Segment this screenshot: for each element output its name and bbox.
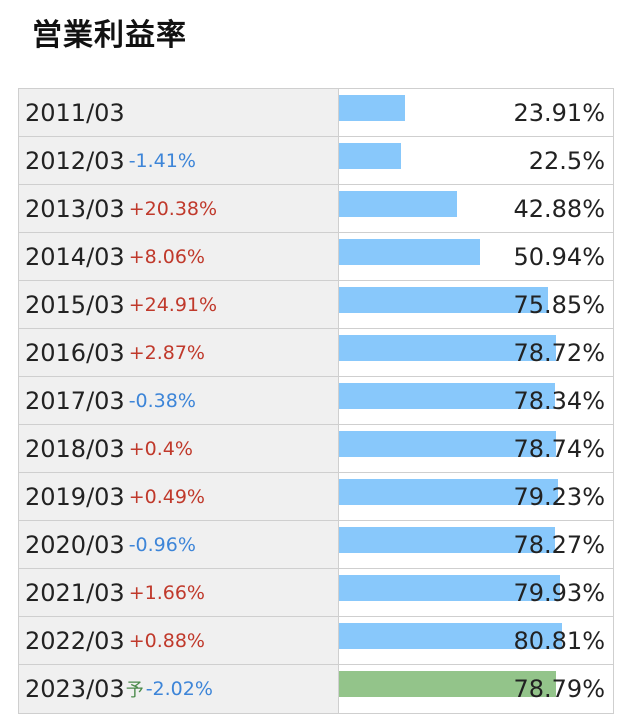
fiscal-year-label: 2022/03 <box>25 626 125 655</box>
row-label-cell: 2013/03 +20.38% <box>19 185 339 232</box>
table-row: 2021/03 +1.66% 79.93% <box>19 569 613 617</box>
row-label-cell: 2014/03 +8.06% <box>19 233 339 280</box>
table-row: 2017/03 -0.38% 78.34% <box>19 377 613 425</box>
table-row: 2013/03 +20.38% 42.88% <box>19 185 613 233</box>
bar <box>339 95 405 121</box>
row-label-cell: 2016/03 +2.87% <box>19 329 339 376</box>
bar <box>339 335 556 361</box>
table-row: 2011/03 23.91% <box>19 89 613 137</box>
change-label: +0.49% <box>128 485 205 508</box>
change-label: -0.38% <box>128 389 196 412</box>
value-label: 78.74% <box>513 434 605 463</box>
bar-cell: 42.88% <box>339 185 613 232</box>
value-label: 79.93% <box>513 578 605 607</box>
table-row: 2012/03 -1.41% 22.5% <box>19 137 613 185</box>
fiscal-year-label: 2015/03 <box>25 290 125 319</box>
change-label: -1.41% <box>128 149 196 172</box>
value-label: 50.94% <box>513 242 605 271</box>
chart-title: 営業利益率 <box>32 18 187 53</box>
fiscal-year-label: 2021/03 <box>25 578 125 607</box>
row-label-cell: 2021/03 +1.66% <box>19 569 339 616</box>
change-label: +20.38% <box>128 197 218 220</box>
bar-cell: 78.72% <box>339 329 613 376</box>
change-label: +8.06% <box>128 245 205 268</box>
bar <box>339 623 562 649</box>
value-label: 78.79% <box>513 675 605 703</box>
fiscal-year-label: 2013/03 <box>25 194 125 223</box>
bar <box>339 527 555 553</box>
bar <box>339 383 555 409</box>
bar <box>339 671 556 697</box>
bar-cell: 78.27% <box>339 521 613 568</box>
row-label-cell: 2020/03 -0.96% <box>19 521 339 568</box>
bar-cell: 78.34% <box>339 377 613 424</box>
value-label: 79.23% <box>513 482 605 511</box>
bar <box>339 431 556 457</box>
value-label: 42.88% <box>513 194 605 223</box>
table-row: 2016/03 +2.87% 78.72% <box>19 329 613 377</box>
bar-cell: 78.74% <box>339 425 613 472</box>
change-label: +0.88% <box>128 629 205 652</box>
fiscal-year-label: 2018/03 <box>25 434 125 463</box>
row-label-cell: 2018/03 +0.4% <box>19 425 339 472</box>
fiscal-year-label: 2016/03 <box>25 338 125 367</box>
table-row: 2022/03 +0.88% 80.81% <box>19 617 613 665</box>
bar <box>339 287 548 313</box>
value-label: 78.72% <box>513 338 605 367</box>
value-label: 75.85% <box>513 290 605 319</box>
change-label: +2.87% <box>128 341 205 364</box>
bar <box>339 239 480 265</box>
bar <box>339 575 560 601</box>
bar <box>339 479 558 505</box>
bar <box>339 191 457 217</box>
value-label: 22.5% <box>528 146 605 175</box>
table-row: 2020/03 -0.96% 78.27% <box>19 521 613 569</box>
fiscal-year-label: 2014/03 <box>25 242 125 271</box>
change-label: -2.02% <box>145 678 213 700</box>
bar-cell: 78.79% <box>339 665 613 713</box>
bar-cell: 79.23% <box>339 473 613 520</box>
change-label: +0.4% <box>128 437 193 460</box>
value-label: 23.91% <box>513 98 605 127</box>
change-label: +1.66% <box>128 581 205 604</box>
fiscal-year-label: 2011/03 <box>25 98 125 127</box>
table-row: 2023/03 予 -2.02% 78.79% <box>19 665 613 713</box>
value-label: 78.34% <box>513 386 605 415</box>
row-label-cell: 2019/03 +0.49% <box>19 473 339 520</box>
value-label: 78.27% <box>513 530 605 559</box>
table-row: 2014/03 +8.06% 50.94% <box>19 233 613 281</box>
value-label: 80.81% <box>513 626 605 655</box>
row-label-cell: 2012/03 -1.41% <box>19 137 339 184</box>
fiscal-year-label: 2019/03 <box>25 482 125 511</box>
row-label-cell: 2022/03 +0.88% <box>19 617 339 664</box>
bar-cell: 75.85% <box>339 281 613 328</box>
fiscal-year-label: 2023/03 <box>25 675 125 703</box>
fiscal-year-label: 2012/03 <box>25 146 125 175</box>
row-label-cell: 2017/03 -0.38% <box>19 377 339 424</box>
table-row: 2015/03 +24.91% 75.85% <box>19 281 613 329</box>
change-label: +24.91% <box>128 293 218 316</box>
row-label-cell: 2011/03 <box>19 89 339 136</box>
table-row: 2018/03 +0.4% 78.74% <box>19 425 613 473</box>
table-row: 2019/03 +0.49% 79.23% <box>19 473 613 521</box>
operating-margin-table: 2011/03 23.91% 2012/03 -1.41% 22.5% 2013/03 +2… <box>18 88 614 714</box>
bar-cell: 23.91% <box>339 89 613 136</box>
bar-cell: 50.94% <box>339 233 613 280</box>
fiscal-year-label: 2017/03 <box>25 386 125 415</box>
row-label-cell: 2015/03 +24.91% <box>19 281 339 328</box>
bar-cell: 22.5% <box>339 137 613 184</box>
row-label-cell: 2023/03 予 -2.02% <box>19 665 339 713</box>
bar <box>339 143 401 169</box>
change-label: -0.96% <box>128 533 196 556</box>
bar-cell: 80.81% <box>339 617 613 664</box>
bar-cell: 79.93% <box>339 569 613 616</box>
forecast-mark: 予 <box>125 680 144 701</box>
fiscal-year-label: 2020/03 <box>25 530 125 559</box>
